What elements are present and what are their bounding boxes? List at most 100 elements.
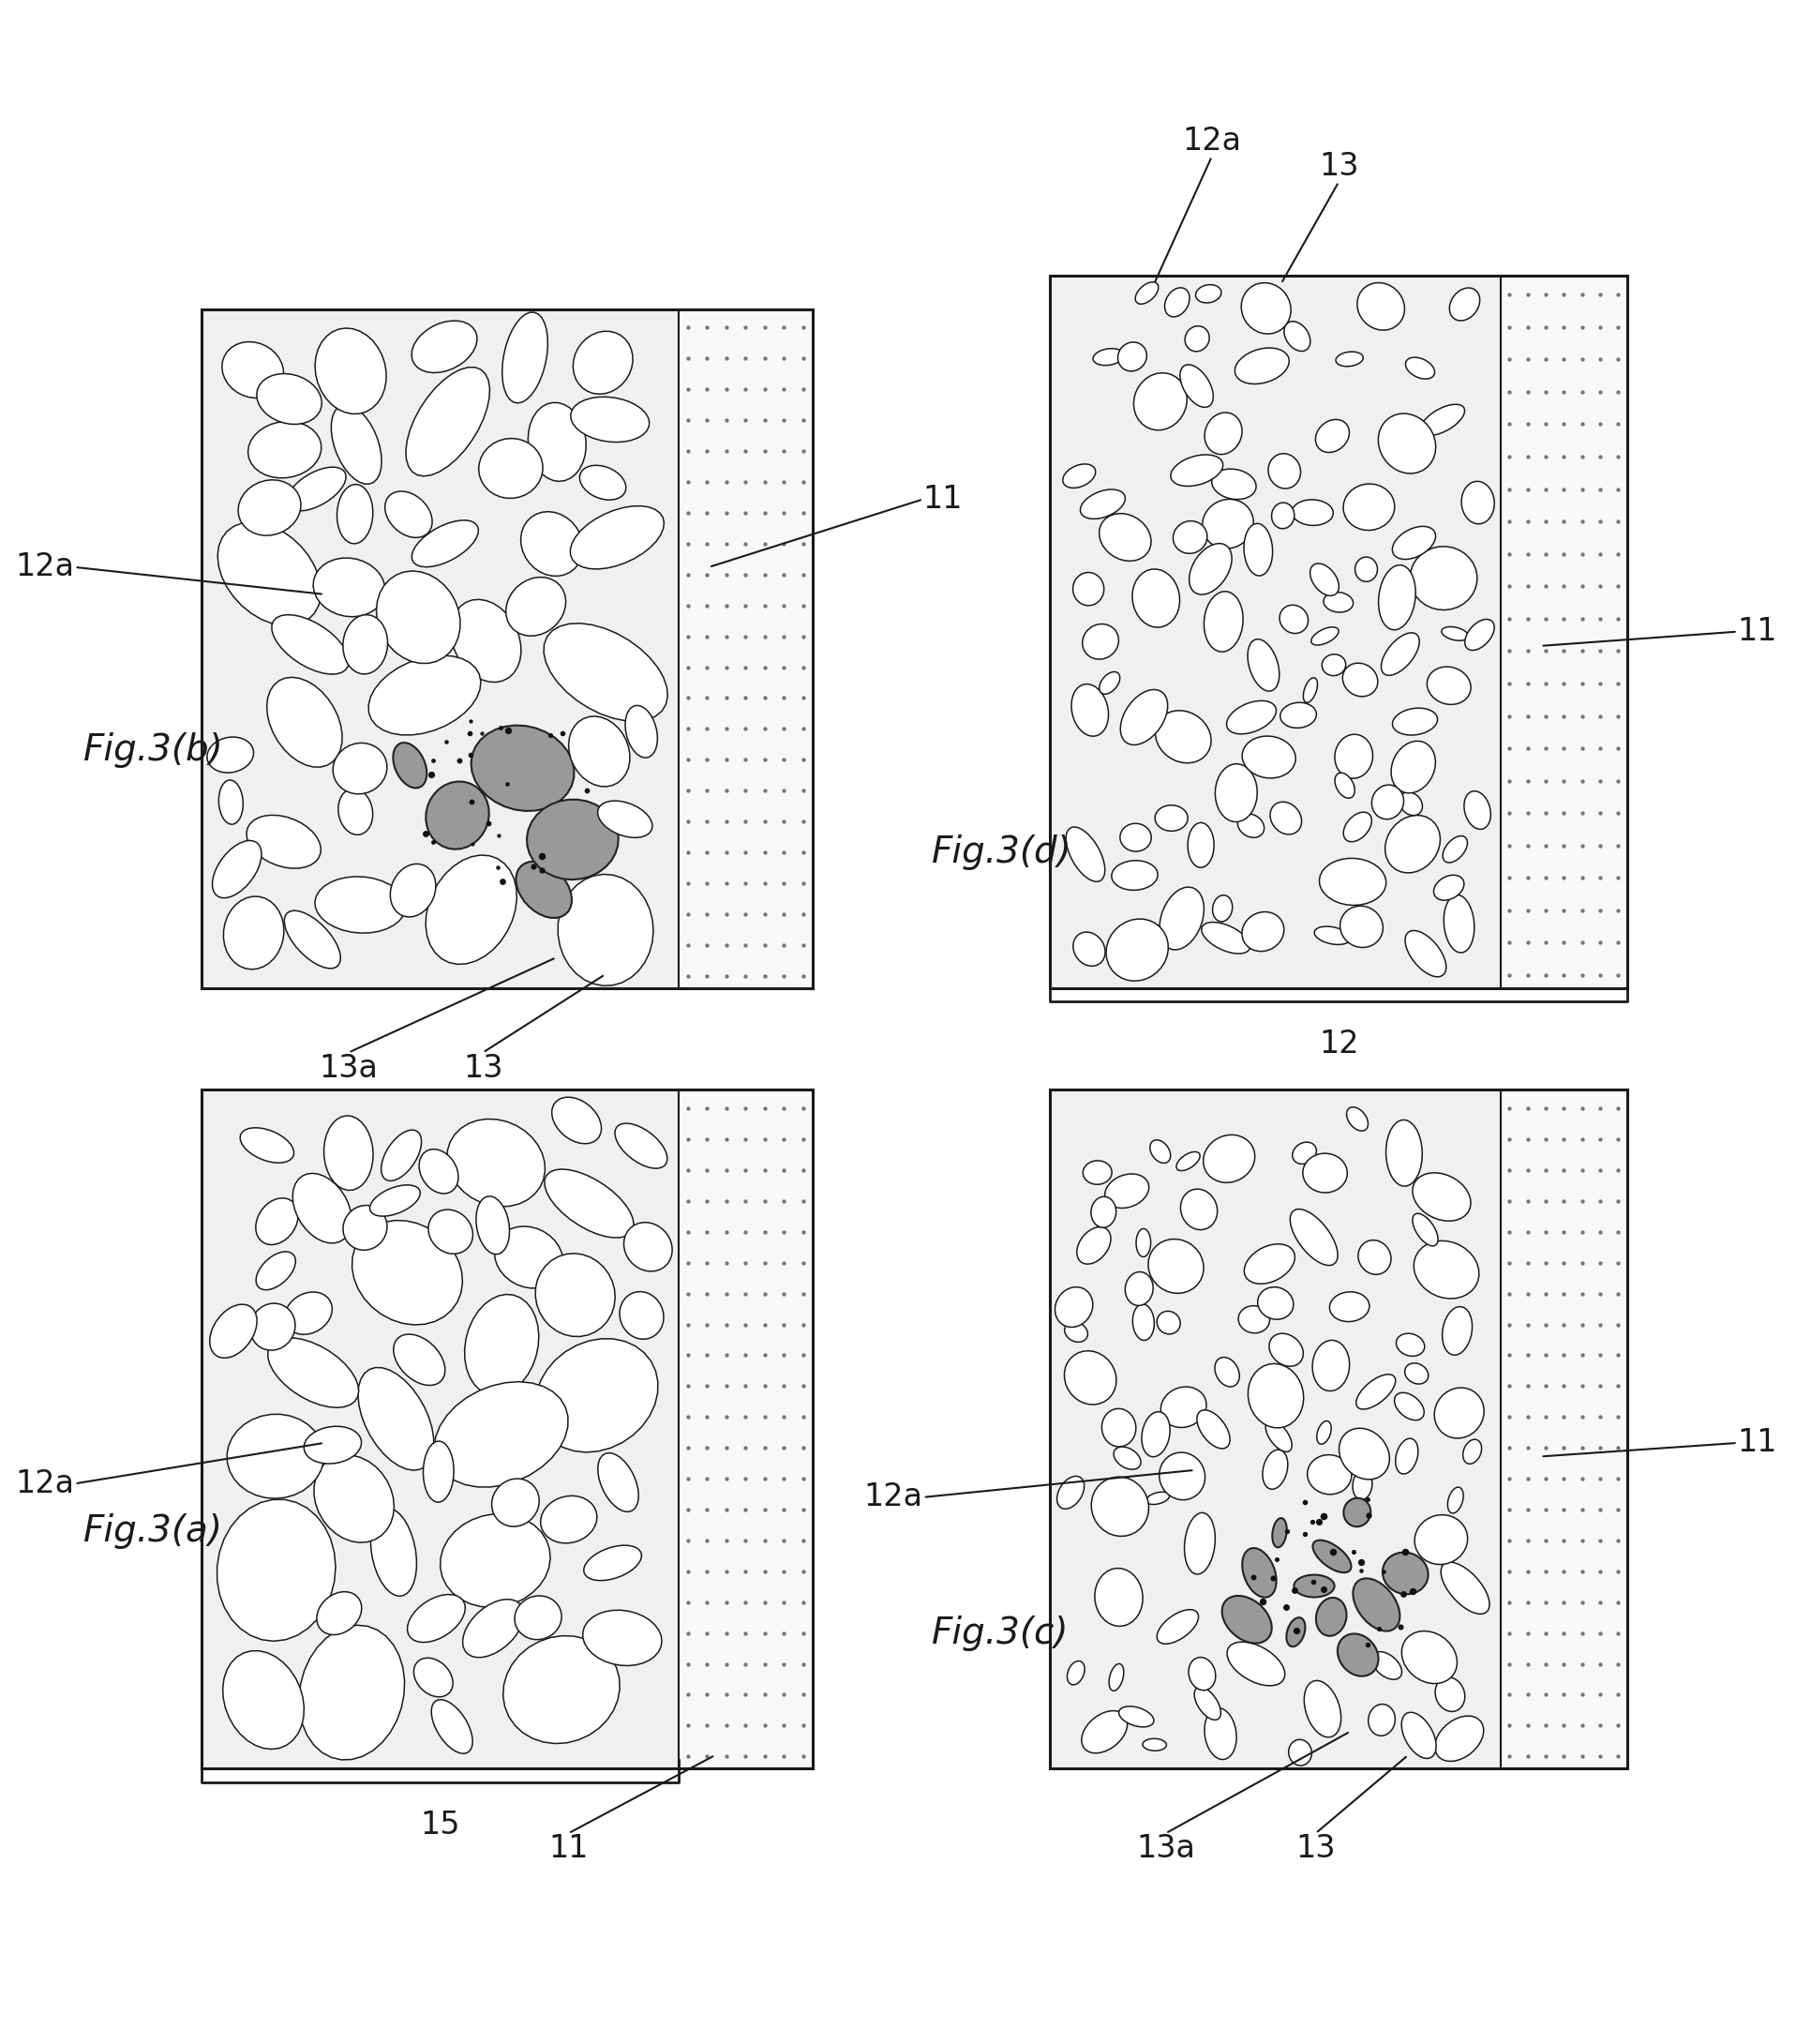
Polygon shape: [338, 484, 374, 544]
Polygon shape: [1313, 1341, 1349, 1392]
Polygon shape: [1081, 489, 1126, 519]
Polygon shape: [1158, 1453, 1205, 1500]
Polygon shape: [1058, 1476, 1085, 1508]
Polygon shape: [598, 1453, 639, 1513]
Polygon shape: [1176, 1153, 1200, 1171]
Polygon shape: [226, 1414, 323, 1498]
Polygon shape: [314, 329, 386, 415]
Polygon shape: [541, 1496, 596, 1543]
Polygon shape: [463, 1598, 524, 1658]
Polygon shape: [384, 491, 433, 538]
Polygon shape: [381, 1130, 422, 1181]
Polygon shape: [1385, 816, 1440, 873]
Polygon shape: [1202, 922, 1250, 955]
Text: 12: 12: [1318, 1028, 1360, 1059]
Polygon shape: [506, 576, 566, 636]
Polygon shape: [1372, 1652, 1403, 1680]
Polygon shape: [1202, 499, 1254, 548]
Polygon shape: [1387, 1120, 1422, 1186]
Polygon shape: [1270, 801, 1302, 834]
Bar: [1500, 276, 1627, 987]
Polygon shape: [268, 1339, 359, 1408]
Polygon shape: [1105, 1173, 1149, 1208]
Polygon shape: [1404, 1363, 1428, 1384]
Polygon shape: [271, 615, 348, 675]
Text: 13: 13: [1295, 1833, 1336, 1864]
Polygon shape: [1288, 1739, 1311, 1766]
Polygon shape: [1358, 282, 1404, 331]
Polygon shape: [614, 1124, 668, 1169]
Polygon shape: [1180, 1190, 1218, 1230]
Polygon shape: [1189, 544, 1232, 595]
Polygon shape: [1395, 1333, 1424, 1355]
Polygon shape: [1413, 1241, 1480, 1298]
Polygon shape: [1343, 484, 1394, 529]
Polygon shape: [1187, 822, 1214, 867]
Polygon shape: [1263, 1449, 1288, 1490]
Polygon shape: [1124, 1271, 1153, 1306]
Polygon shape: [248, 421, 321, 478]
Polygon shape: [352, 1220, 463, 1325]
Polygon shape: [1340, 905, 1383, 948]
Polygon shape: [1313, 1539, 1351, 1572]
Text: 12a: 12a: [16, 1468, 75, 1498]
Polygon shape: [1462, 480, 1494, 523]
Polygon shape: [1063, 464, 1096, 489]
Polygon shape: [1114, 1447, 1140, 1470]
Polygon shape: [343, 1206, 386, 1251]
Bar: [1500, 1089, 1627, 1768]
Polygon shape: [598, 801, 652, 838]
Polygon shape: [1440, 1562, 1489, 1615]
Polygon shape: [1184, 1513, 1216, 1574]
Polygon shape: [1185, 327, 1209, 352]
Polygon shape: [1394, 1392, 1424, 1421]
Polygon shape: [427, 1210, 472, 1253]
Polygon shape: [424, 1441, 454, 1502]
Text: 13: 13: [1318, 151, 1360, 182]
Polygon shape: [241, 1128, 295, 1163]
Polygon shape: [471, 726, 575, 811]
Polygon shape: [1466, 619, 1494, 650]
Polygon shape: [393, 742, 427, 789]
Polygon shape: [1316, 1421, 1331, 1445]
Polygon shape: [1442, 1306, 1473, 1355]
Polygon shape: [1157, 1609, 1198, 1643]
Polygon shape: [1142, 1412, 1169, 1457]
Polygon shape: [1081, 1711, 1128, 1754]
Polygon shape: [1378, 413, 1435, 474]
Polygon shape: [1352, 1470, 1372, 1500]
Polygon shape: [1372, 785, 1404, 820]
Polygon shape: [535, 1253, 616, 1337]
Text: 13: 13: [463, 1053, 503, 1083]
Polygon shape: [1320, 858, 1387, 905]
Polygon shape: [426, 854, 517, 965]
Polygon shape: [1304, 679, 1318, 703]
Polygon shape: [625, 705, 657, 758]
Polygon shape: [1065, 1351, 1117, 1404]
Bar: [201, 1089, 814, 1768]
Polygon shape: [418, 1149, 458, 1194]
Polygon shape: [1133, 372, 1187, 429]
Polygon shape: [1293, 1143, 1316, 1163]
Polygon shape: [521, 511, 584, 576]
Polygon shape: [1248, 640, 1279, 691]
Polygon shape: [1347, 1108, 1369, 1130]
Polygon shape: [526, 799, 618, 879]
Polygon shape: [1340, 1429, 1390, 1480]
Polygon shape: [1284, 321, 1311, 352]
Polygon shape: [1272, 503, 1295, 529]
Polygon shape: [1099, 672, 1121, 695]
Polygon shape: [503, 1635, 620, 1744]
Polygon shape: [1072, 685, 1108, 736]
Polygon shape: [1270, 1333, 1304, 1365]
Polygon shape: [316, 1592, 361, 1635]
Polygon shape: [1083, 1161, 1112, 1183]
Polygon shape: [559, 875, 654, 985]
Polygon shape: [1236, 347, 1290, 384]
Polygon shape: [313, 558, 384, 617]
Polygon shape: [1054, 1288, 1092, 1327]
Polygon shape: [1243, 1547, 1277, 1598]
Text: 15: 15: [420, 1809, 460, 1840]
Polygon shape: [1194, 1686, 1221, 1719]
Polygon shape: [217, 521, 321, 625]
